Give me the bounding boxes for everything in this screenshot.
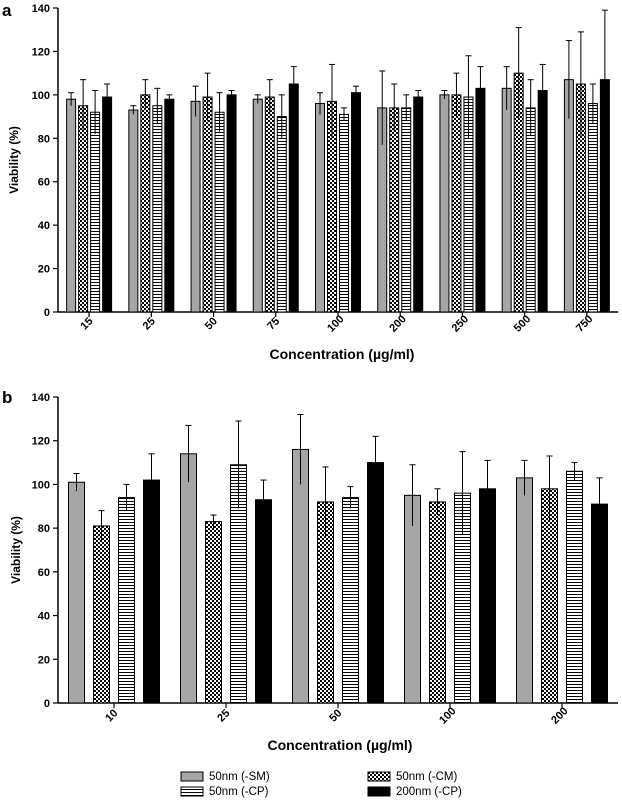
bar-big (537, 90, 548, 313)
bar-cp (152, 105, 163, 313)
y-axis-label: Viability (%) (9, 516, 23, 584)
bar-big (143, 479, 160, 704)
x-axis-label: Concentration (µg/ml) (268, 737, 413, 753)
bar-sm (190, 100, 201, 313)
y-axis-label: Viability (%) (7, 126, 21, 194)
bar-sm (516, 477, 533, 704)
chart-panel-a: a Viability (%) Concentration (µg/ml) 0 2… (2, 1, 618, 362)
bar-cp (401, 107, 412, 313)
bar-big (367, 462, 384, 704)
bar-big (255, 499, 272, 704)
x-tick-label: 100 (437, 705, 458, 726)
legend-swatch-cm (367, 771, 391, 782)
y-tick-label: 100 (32, 479, 50, 491)
panel-letter-a: a (2, 1, 12, 20)
bar-big (288, 83, 299, 313)
legend-swatch-sm (180, 771, 204, 782)
y-tick-label: 20 (38, 654, 50, 666)
bar-big (479, 488, 496, 704)
x-axis-label: Concentration (µg/ml) (270, 346, 415, 362)
y-tick-label: 40 (38, 220, 50, 232)
x-tick-label: 15 (78, 315, 95, 332)
y-tick-label: 60 (38, 177, 50, 189)
y-tick-label: 120 (32, 436, 50, 448)
y-tick-label: 80 (38, 133, 50, 145)
bar-sm (439, 94, 450, 313)
bar-cm (78, 105, 89, 313)
bar-sm (66, 98, 77, 313)
bar-sm (292, 448, 309, 704)
bar-cp (118, 497, 135, 704)
y-tick-label: 0 (44, 307, 50, 319)
x-tick-label: 750 (574, 313, 595, 334)
bar-cp (339, 113, 349, 313)
x-tick-label: 100 (325, 313, 346, 334)
legend: 50nm (-SM) 50nm (-CM) 50nm (-CP) 200nm (… (180, 771, 462, 798)
chart-panel-b: b Viability (%) Concentration (µg/ml) 0 2… (2, 388, 618, 753)
y-tick-label: 140 (32, 392, 50, 404)
bar-sm (501, 87, 512, 313)
bar-cm (264, 96, 275, 313)
bar-big (164, 98, 175, 313)
legend-label-sm: 50nm (-SM) (209, 771, 270, 783)
legend-label-big: 200nm (-CP) (396, 786, 462, 798)
bar-big (475, 87, 486, 313)
x-tick-label: 10 (103, 707, 120, 724)
x-tick-label: 25 (141, 315, 158, 332)
legend-label-cm: 50nm (-CM) (396, 771, 458, 783)
bar-big (351, 92, 361, 313)
bar-big (226, 94, 237, 313)
legend-swatch-cp (180, 786, 204, 797)
y-tick-label: 100 (32, 90, 50, 102)
x-tick-label: 50 (203, 315, 220, 332)
bar-sm (68, 481, 85, 704)
x-tick-label: 25 (215, 707, 232, 724)
x-tick-label: 200 (387, 313, 408, 334)
bar-cp (214, 111, 225, 313)
y-tick-label: 20 (38, 264, 50, 276)
panel-letter-b: b (2, 388, 12, 407)
x-tick-label: 250 (450, 313, 471, 334)
bar-cp (566, 470, 583, 704)
y-tick-label: 40 (38, 611, 50, 623)
bar-cp (525, 107, 536, 313)
bar-cm (205, 521, 222, 704)
bar-cm (451, 94, 462, 313)
y-tick-label: 80 (38, 523, 50, 535)
bar-cm (429, 501, 446, 704)
bar-cm (93, 525, 110, 704)
bar-big (591, 503, 608, 704)
x-tick-label: 75 (265, 315, 282, 332)
legend-label-cp: 50nm (-CP) (209, 786, 269, 798)
x-tick-label: 200 (549, 705, 570, 726)
bar-sm (180, 453, 197, 704)
legend-item-cm: 50nm (-CM) (367, 771, 458, 783)
y-tick-label: 0 (44, 698, 50, 710)
bar-cp (276, 116, 287, 313)
bar-sm (252, 98, 263, 313)
bar-cm (202, 96, 213, 313)
bar-cm (140, 94, 151, 313)
bar-cp (587, 103, 598, 313)
legend-swatch-big (367, 786, 391, 797)
bar-sm (315, 103, 325, 313)
x-tick-label: 50 (327, 707, 344, 724)
bar-cp (342, 497, 359, 704)
y-tick-label: 120 (32, 46, 50, 58)
legend-item-big: 200nm (-CP) (367, 786, 462, 798)
legend-item-sm: 50nm (-SM) (180, 771, 270, 783)
legend-item-cp: 50nm (-CP) (180, 786, 269, 798)
x-tick-label: 500 (512, 313, 533, 334)
bar-big (102, 96, 113, 313)
bar-sm (404, 494, 421, 704)
y-tick-label: 140 (32, 3, 50, 15)
bar-cm (389, 107, 400, 313)
bar-big (413, 96, 424, 313)
bar-cp (90, 111, 101, 313)
y-tick-label: 60 (38, 567, 50, 579)
bar-sm (128, 109, 139, 313)
